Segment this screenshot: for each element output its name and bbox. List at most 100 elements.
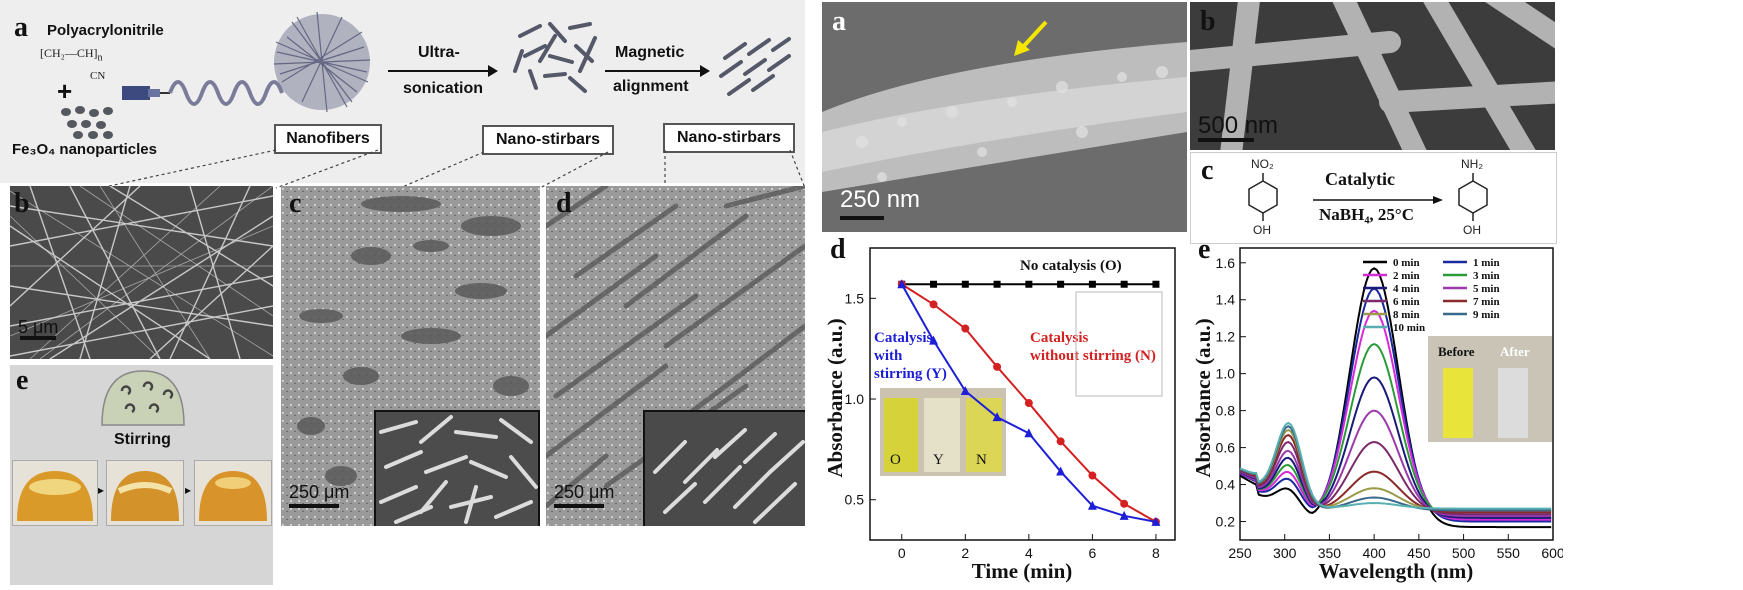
- right-scalebar-a-line: [840, 216, 884, 220]
- chart-d-point: [961, 280, 969, 288]
- right-scalebar-a-label: 250 nm: [840, 186, 921, 213]
- vial-label-o: O: [890, 452, 901, 468]
- chart-e-ytick-label: 1.0: [1216, 366, 1236, 382]
- chart-e-ytick-label: 0.2: [1216, 514, 1236, 530]
- chart-d-point: [961, 324, 970, 333]
- chart-e-series-line-2: [1239, 309, 1552, 521]
- sem-image-random-stirbars: c 250 μm: [281, 186, 540, 526]
- box-nanofibers: Nanofibers: [274, 124, 382, 154]
- chart-d-point: [1024, 428, 1034, 438]
- right-panel-label-b: b: [1200, 6, 1216, 37]
- arrow-top-label: Catalytic: [1325, 169, 1395, 189]
- chart-e-plot-frame: [1239, 247, 1554, 541]
- chart-d-annot-with-3: stirring (Y): [874, 366, 947, 382]
- chart-d-point: [1119, 510, 1129, 520]
- droplet-photo-2: [106, 460, 184, 526]
- right-figure: a 250 nm b 500 nm c NO₂ OH Catalytic: [820, 0, 1743, 585]
- scalebar-d-label: 250 μm: [554, 482, 615, 502]
- chart-e-xlabel: Wavelength (nm): [1319, 559, 1474, 583]
- chart-d-point: [1151, 516, 1161, 526]
- right-panel-label-d: d: [830, 234, 846, 265]
- sem-image-fiber-network: b 500 nm: [1190, 2, 1555, 150]
- droplet-stirbars-icon: [101, 370, 185, 426]
- right-panel-label-a: a: [832, 6, 846, 37]
- chart-d-point: [1088, 471, 1097, 480]
- arrow-bottom-label: NaBH₄, 25°C: [1319, 205, 1415, 224]
- step2-line2: alignment: [613, 78, 689, 95]
- panel-label-a: a: [14, 12, 28, 43]
- inset-stirbars-zoom-c: [374, 410, 540, 526]
- chart-d-point: [1025, 280, 1033, 288]
- chart-d-point: [1120, 280, 1128, 288]
- stirring-panel-e: e Stirring ▸ ▸: [10, 365, 273, 585]
- droplet-photo-3: [194, 460, 272, 526]
- chart-e-xtick-label: 300: [1273, 545, 1297, 561]
- chart-d-annotation-box: [1075, 291, 1163, 397]
- reactant-oh: OH: [1253, 223, 1271, 237]
- zoom-callout-lines: [99, 149, 805, 189]
- chart-d-ytick-label: 1.0: [845, 391, 865, 407]
- chart-e-legend-label: 10 min: [1393, 322, 1425, 334]
- chart-e-legend-label: 5 min: [1473, 283, 1500, 295]
- chart-d-xtick-label: 4: [1025, 545, 1033, 561]
- chart-d-point: [1024, 399, 1033, 408]
- nanoparticles-label: Fe₃O₄ nanoparticles: [12, 141, 157, 158]
- product-oh: OH: [1463, 223, 1481, 237]
- chart-d-ylabel: Absorbance (a.u.): [823, 318, 847, 477]
- chart-e-legend-label: 8 min: [1393, 309, 1420, 321]
- chart-e-series-line-6: [1239, 440, 1552, 516]
- chart-e-ylabel: Absorbance (a.u.): [1191, 318, 1215, 477]
- nanoparticle-cluster: [61, 106, 113, 139]
- chart-e-xtick-label: 350: [1318, 545, 1342, 561]
- panel-label-d: d: [556, 188, 572, 219]
- chart-d-xtick-label: 8: [1152, 545, 1160, 561]
- aligned-stirbars-icon: [719, 37, 791, 96]
- sem-image-nanofibers: b 5 μm: [10, 186, 273, 359]
- chart-d-point: [929, 300, 938, 309]
- chart-e-xtick-label: 400: [1362, 545, 1386, 561]
- chart-d-svg: Time (min) Absorbance (a.u.) No catalysi…: [823, 247, 1176, 583]
- left-figure: a Polyacrylonitrile [CH₂—CH]n CN + Fe₃O₄…: [0, 0, 805, 585]
- chart-d-annot-no-catalysis: No catalysis (O): [1020, 258, 1122, 274]
- droplet-photo-1: [12, 460, 98, 526]
- stirring-label: Stirring: [114, 431, 171, 448]
- panel-label-b: b: [14, 188, 30, 219]
- nanofiber-mat-icon: [273, 11, 371, 113]
- reactant-no2: NO₂: [1251, 157, 1274, 171]
- chart-d-point: [960, 385, 970, 395]
- chart-e-series-line-9: [1239, 425, 1552, 512]
- scalebar-c-label: 250 μm: [289, 482, 350, 502]
- chart-e-ytick-label: 0.6: [1216, 440, 1236, 456]
- chart-e-ytick-label: 1.2: [1216, 329, 1236, 345]
- formula-group: CN: [90, 70, 106, 82]
- chart-e-series-line-7: [1239, 433, 1552, 514]
- inset-stirbars-zoom-d: [643, 410, 805, 526]
- chart-d-point: [993, 280, 1001, 288]
- chart-e-ytick-label: 1.4: [1216, 292, 1236, 308]
- chart-e-xtick-label: 500: [1452, 545, 1476, 561]
- chart-e-legend-label: 3 min: [1473, 270, 1500, 282]
- chart-e-legend-label: 4 min: [1393, 283, 1420, 295]
- chart-d-annot-without-1: Catalysis: [1030, 330, 1089, 346]
- arrow-photo-1: ▸: [98, 483, 105, 497]
- chart-e-xtick-label: 250: [1228, 545, 1252, 561]
- chart-d-annot-with-2: with: [874, 348, 903, 364]
- chart-e-legend-label: 7 min: [1473, 296, 1500, 308]
- chart-e-legend-label: 2 min: [1393, 270, 1420, 282]
- polymer-name: Polyacrylonitrile: [47, 22, 164, 39]
- chart-panel-e: e Wavelength (nm) Absorbance (a.u.) Befo…: [1188, 234, 1565, 585]
- chart-d-point: [1087, 500, 1097, 510]
- aminophenol-structure-icon: [1458, 173, 1488, 221]
- chart-d-point: [1152, 280, 1160, 288]
- scalebar-b-line: [20, 336, 56, 340]
- chart-d-point: [929, 335, 939, 345]
- box-nano-stirbars-1: Nano-stirbars: [482, 125, 614, 155]
- chart-d-annot-without-2: without stirring (N): [1030, 348, 1156, 364]
- polymer-formula: [CH₂—CH]n: [40, 46, 103, 63]
- reaction-arrow-icon: [1313, 196, 1443, 204]
- chart-e-legend-label: 9 min: [1473, 309, 1500, 321]
- chart-e-series-line-10: [1239, 421, 1552, 510]
- arrow-step2-icon: [605, 65, 710, 77]
- arrow-step1-icon: [388, 65, 498, 77]
- chart-d-annot-with-1: Catalysis: [874, 330, 933, 346]
